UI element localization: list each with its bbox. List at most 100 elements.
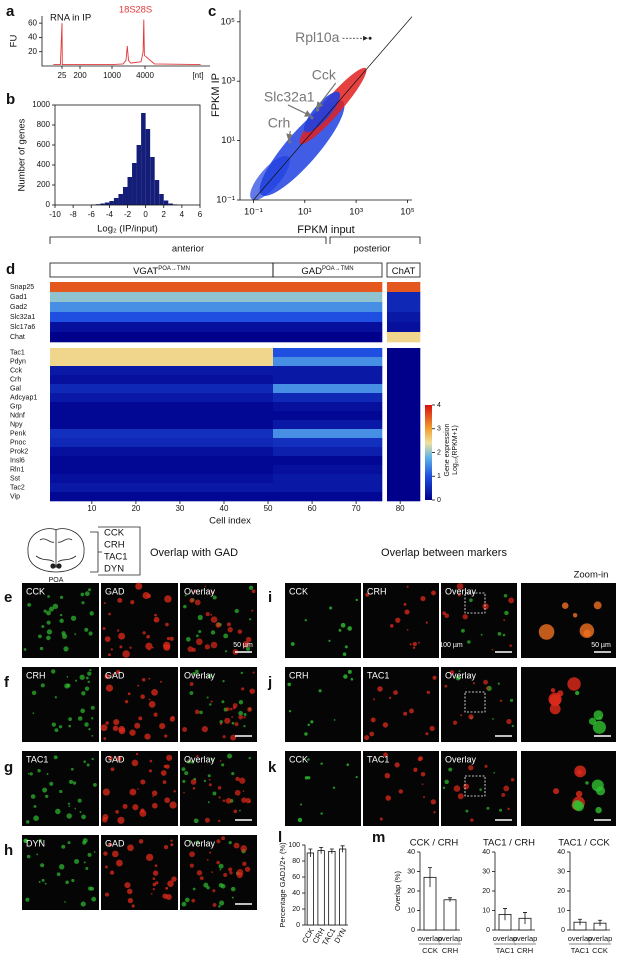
cell-signal: [164, 797, 171, 804]
y-tick-label: 10: [407, 907, 415, 914]
cell-signal: [218, 905, 221, 908]
cell-signal: [186, 637, 191, 642]
cell-signal: [104, 636, 111, 642]
cell-signal: [238, 699, 244, 705]
cell-signal: [189, 682, 194, 686]
cell-signal: [85, 676, 89, 680]
cell-signal: [499, 699, 503, 703]
cell-signal: [460, 714, 463, 717]
cell-signal: [74, 807, 77, 810]
cell-signal: [89, 611, 94, 616]
heat-cell: [387, 474, 421, 484]
cell-signal: [347, 669, 352, 674]
cell-signal: [68, 805, 71, 807]
micrograph: [285, 583, 361, 658]
cell-signal: [550, 688, 556, 693]
cell-signal: [46, 610, 51, 616]
cell-signal: [33, 815, 39, 821]
heat-cell: [50, 447, 274, 457]
cell-signal: [25, 897, 30, 902]
y-tick-label: 40: [28, 33, 37, 42]
heat-cell: [50, 456, 274, 466]
cell-signal: [365, 592, 370, 597]
cell-signal: [369, 731, 375, 737]
group-label: VGATPOA→TMN: [133, 266, 190, 277]
cell-signal: [88, 588, 92, 592]
x-tick-label: CRH: [517, 946, 533, 955]
cell-signal: [91, 717, 94, 720]
cell-signal: [23, 648, 27, 651]
cell-signal: [110, 648, 114, 651]
cell-signal: [224, 650, 228, 653]
cell-signal: [212, 595, 217, 600]
cell-signal: [592, 720, 606, 734]
cell-signal: [44, 882, 47, 885]
heat-cell: [387, 322, 421, 333]
cell-signal: [91, 896, 97, 902]
cell-signal: [227, 753, 233, 759]
cell-signal: [210, 590, 214, 594]
region-bracket: [49, 236, 421, 244]
cell-signal: [130, 600, 135, 605]
cell-signal: [384, 772, 391, 779]
cell-signal: [58, 864, 65, 870]
scatter-cloud: [250, 67, 367, 201]
cell-signal: [423, 796, 426, 799]
cell-signal: [107, 755, 113, 761]
cell-signal: [151, 790, 158, 796]
scale-label: 100 µm: [439, 642, 463, 649]
cell-signal: [67, 841, 71, 845]
cell-signal: [207, 774, 211, 778]
cell-signal: [66, 676, 69, 678]
cell-signal: [207, 801, 210, 804]
heat-cell: [50, 282, 274, 293]
y-tick-label: 10¹: [221, 135, 235, 146]
cell-signal: [206, 858, 209, 861]
y-tick-label: 0: [296, 922, 300, 929]
cell-signal: [395, 617, 401, 623]
cell-signal: [84, 591, 90, 597]
cell-signal: [46, 629, 53, 635]
panel-label: c: [208, 3, 216, 20]
cell-signal: [567, 677, 581, 691]
row-label: Rln1: [10, 466, 25, 473]
cell-signal: [199, 710, 203, 715]
cell-signal: [208, 783, 212, 787]
cell-signal: [243, 724, 246, 728]
cell-signal: [207, 674, 212, 679]
heat-cell: [50, 384, 274, 394]
x-tick-label: 70: [352, 504, 361, 513]
cell-signal: [196, 634, 199, 638]
cell-signal: [572, 800, 583, 810]
cell-signal: [119, 645, 123, 649]
x-tick-label: 10⁵: [400, 207, 415, 218]
cell-signal: [304, 776, 309, 780]
cell-signal: [182, 779, 186, 783]
cell-signal: [503, 785, 510, 792]
cell-signal: [461, 628, 465, 633]
cell-signal: [210, 758, 214, 761]
cell-signal: [209, 851, 212, 854]
cell-signal: [108, 653, 111, 657]
x-tick-label: CCK: [592, 946, 608, 955]
cell-signal: [111, 850, 119, 858]
cell-signal: [230, 886, 236, 892]
cell-signal: [85, 867, 89, 871]
cell-signal: [329, 606, 333, 610]
y-tick-label: 10⁻¹: [216, 195, 235, 206]
micrograph: [441, 667, 517, 742]
cell-signal: [87, 680, 90, 684]
chart-title: RNA in IP: [50, 13, 91, 24]
cell-signal: [38, 634, 42, 639]
cell-signal: [137, 684, 140, 687]
cell-signal: [194, 599, 201, 606]
row-label: Adcyap1: [10, 394, 37, 401]
point-arrow: [287, 104, 313, 117]
cell-signal: [173, 790, 176, 793]
micrograph: [285, 751, 361, 826]
x-tick-label: DYN: [332, 926, 348, 944]
channel-label: TAC1: [367, 754, 389, 764]
cell-signal: [27, 772, 30, 775]
cell-signal: [122, 650, 130, 658]
heat-cell: [273, 402, 383, 412]
